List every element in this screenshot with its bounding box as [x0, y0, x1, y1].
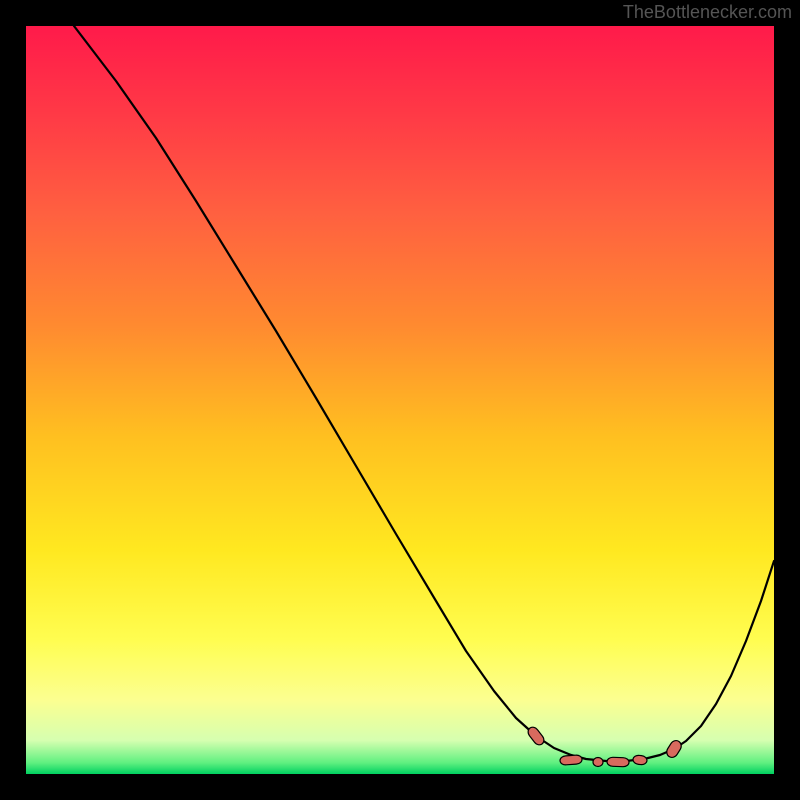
- curve-marker: [526, 725, 546, 747]
- plot-area: [26, 26, 774, 774]
- curve-marker: [593, 758, 603, 767]
- curve-marker: [560, 755, 583, 766]
- curve-marker: [665, 738, 684, 759]
- curve-marker: [633, 755, 648, 765]
- curve-line: [74, 26, 774, 761]
- curve-marker: [607, 757, 629, 767]
- watermark-text: TheBottlenecker.com: [623, 2, 792, 23]
- bottleneck-curve: [26, 26, 774, 774]
